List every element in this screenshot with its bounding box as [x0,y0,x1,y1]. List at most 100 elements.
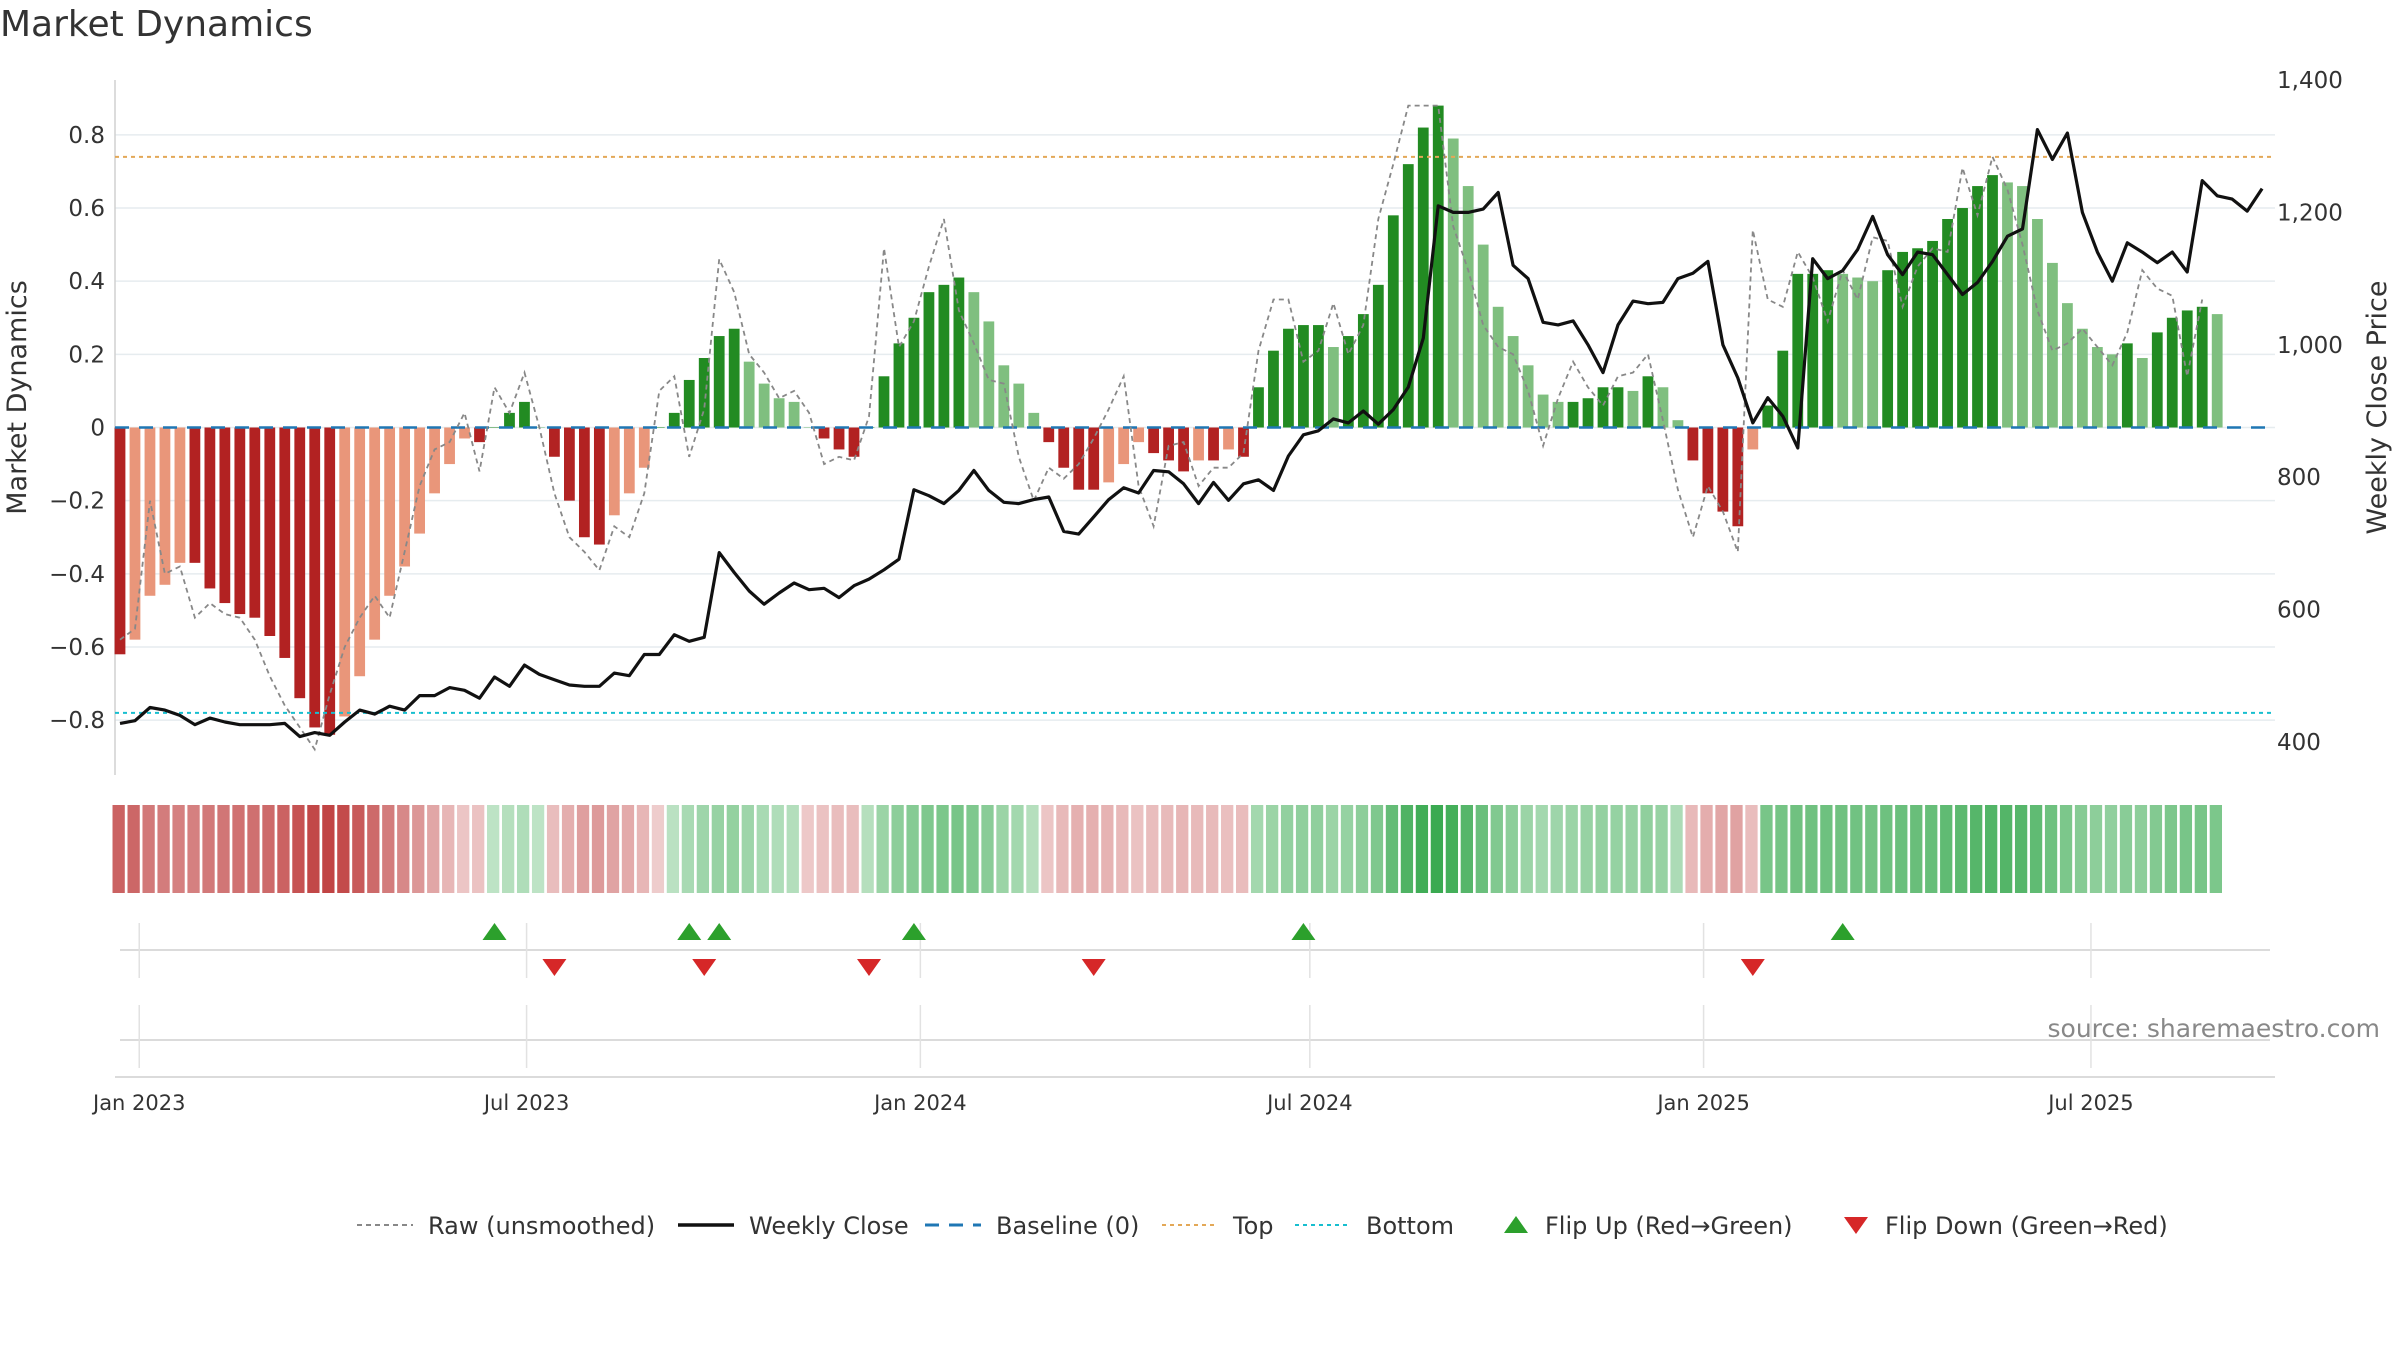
dynamics-bar [1133,427,1145,443]
legend-swatch-flip-up [1504,1216,1528,1233]
strip-cell [1655,805,1668,893]
legend-label: Flip Up (Red→Green) [1545,1212,1793,1240]
strip-cell [2104,805,2118,893]
dynamics-bar [564,427,575,501]
dynamics-bar [1058,427,1070,468]
strip-cell [1685,805,1698,893]
y2-tick-label: 1,400 [2277,68,2343,94]
strip-cell [1670,805,1683,893]
dynamics-bar [369,427,381,640]
strip-cell [936,805,949,893]
left-axis: −0.8 −0.6 −0.4 −0.2 0 0.2 0.4 0.6 0.8 Market Dyna… [2,123,105,734]
source-note: source: sharemaestro.com [2047,1014,2381,1043]
strip-cell [2149,805,2163,893]
strip-cell [966,805,979,893]
strip-cell [457,805,470,893]
dynamics-bar [908,317,920,428]
dynamics-bar [1837,273,1849,428]
dynamics-bar [1387,215,1399,428]
dynamics-bar [1792,273,1804,428]
x-tick-label: Jan 2025 [1655,1091,1750,1115]
legend-label: Raw (unsmoothed) [428,1212,655,1240]
strip-cell [1400,805,1414,893]
dynamics-bar [2211,314,2223,428]
dynamics-bar [1238,427,1249,457]
dynamics-bar [1522,365,1534,428]
strip-cell [1640,805,1653,893]
dynamics-bar [653,427,665,428]
legend-label: Flip Down (Green→Red) [1885,1212,2168,1240]
strip-cell [1026,805,1039,893]
strip-cell [756,805,769,893]
strip-cell [876,805,889,893]
strip-cell [1191,805,1204,893]
dynamics-bar [1043,427,1055,443]
strip-cell [1580,805,1593,893]
dynamics-bar [2076,328,2088,428]
strip-cell [846,805,859,893]
dynamics-bar [953,277,965,428]
strip-cell [1880,805,1893,893]
dynamics-bar [593,427,605,545]
strip-cell [951,805,964,893]
strip-cell [711,805,724,893]
dynamics-bar [1762,405,1774,428]
dynamics-bar [1268,350,1279,428]
strip-cell [1505,805,1518,893]
strip-cell [1206,805,1219,893]
strip-cell [1730,805,1743,893]
flip-up-marker [1291,923,1316,940]
dynamics-bar [1028,412,1040,428]
raw-line-group [119,104,2204,752]
strip-cell [2089,805,2103,893]
strip-cell [996,805,1009,893]
dynamics-bar [219,427,231,604]
strip-cell [1595,805,1608,893]
strip-cell [1415,805,1429,893]
dynamics-bar [2091,347,2103,428]
dynamics-bar [1582,398,1594,428]
strip-cell [546,805,560,893]
strip-cell [472,805,485,893]
strip-cell [277,805,290,893]
strip-cell [1265,805,1279,893]
strip-cell [531,805,545,893]
strip-cell [591,805,605,893]
strip-cell [561,805,575,893]
dynamics-bar [2062,303,2073,428]
dynamics-bar [264,427,276,636]
dynamics-bar [623,427,635,494]
strip-cell [1101,805,1114,893]
flip-down-marker [1081,959,1106,976]
dynamics-bar [1627,390,1639,428]
y-axis-title: Market Dynamics [2,280,33,515]
flip-down-marker [542,959,567,976]
dynamics-bars [114,105,2223,735]
dynamics-bar [1253,387,1264,428]
strip-cell [1131,805,1144,893]
strip-cell [1161,805,1174,893]
strip-cell [1790,805,1803,893]
strip-cell [1805,805,1818,893]
dynamics-bar [998,365,1010,428]
strip-cell [2179,805,2193,893]
dynamics-bar [1597,387,1609,428]
legend-label: Baseline (0) [996,1212,1139,1240]
strip-cell [981,805,994,893]
chart-title: Market Dynamics [0,4,313,45]
dynamics-bar [1732,427,1744,527]
strip-cell [112,805,125,893]
legend-label: Bottom [1366,1212,1454,1240]
dynamics-bar [728,328,740,428]
dynamics-bar [234,427,246,615]
dynamics-bar [1357,314,1369,428]
dynamics-bar [114,427,126,655]
dynamics-bar [174,427,186,563]
strip-cell [1910,805,1923,893]
strip-cell [2209,805,2222,893]
strip-cell [1745,805,1758,893]
strip-cell [1999,805,2013,893]
legend-swatch-flip-down [1844,1217,1868,1234]
strip-cell [2134,805,2148,893]
strip-cell [1925,805,1938,893]
